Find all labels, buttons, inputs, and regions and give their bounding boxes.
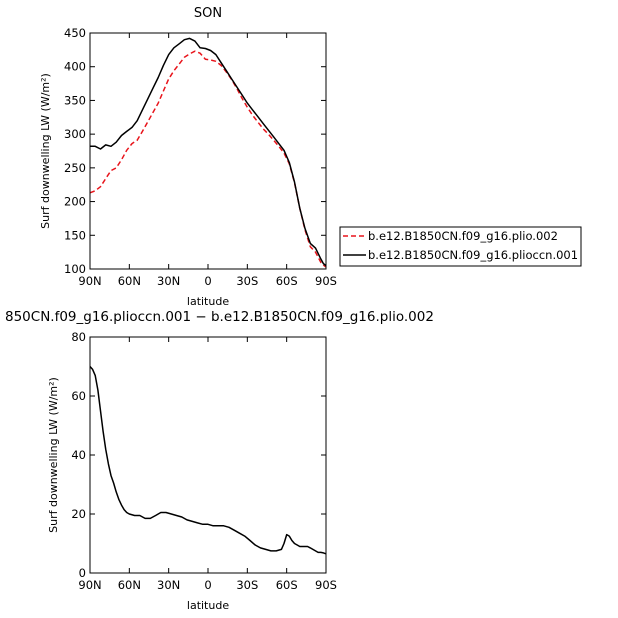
top-x-tick-label: 0	[204, 274, 211, 288]
top-series-line-0	[89, 50, 327, 268]
legend-label-plio: b.e12.B1850CN.f09_g16.plio.002	[368, 229, 558, 243]
top-x-tick-label: 30S	[236, 274, 258, 288]
top-x-ticks: 90N 60N 30N 0 30S 60S 90S	[78, 33, 337, 288]
top-x-tick-label: 90S	[315, 274, 337, 288]
top-series-line-1	[90, 37, 327, 267]
top-y-tick-label: 250	[64, 161, 86, 175]
bottom-panel: 850CN.f09_g16.plioccn.001 − b.e12.B1850C…	[5, 309, 434, 612]
top-x-tick-label: 60N	[118, 274, 141, 288]
bottom-x-axis-label: latitude	[187, 599, 229, 612]
top-y-tick-label: 400	[64, 60, 86, 74]
top-y-tick-label: 200	[64, 195, 86, 209]
bottom-y-axis-label: Surf downwelling LW (W/m²)	[47, 377, 60, 533]
top-y-axis-label: Surf downwelling LW (W/m²)	[39, 73, 52, 229]
bottom-x-tick-label: 30S	[236, 578, 258, 592]
top-x-tick-label: 30N	[157, 274, 180, 288]
top-y-tick-label: 150	[64, 228, 86, 242]
top-x-tick-label: 90N	[78, 274, 101, 288]
top-y-ticks: 100 150 200 250 300 350 400 450	[64, 26, 326, 276]
bottom-y-tick-label: 80	[71, 330, 86, 344]
bottom-y-tick-label: 20	[71, 507, 86, 521]
top-x-tick-label: 60S	[276, 274, 298, 288]
top-chart-title: SON	[194, 6, 222, 21]
bottom-x-tick-label: 0	[204, 578, 211, 592]
bottom-y-ticks: 0 20 40 60 80	[71, 330, 326, 580]
bottom-x-tick-label: 90S	[315, 578, 337, 592]
top-series-lines	[89, 37, 327, 268]
bottom-series-lines	[89, 365, 327, 555]
legend-label-plioccn: b.e12.B1850CN.f09_g16.plioccn.001	[368, 248, 578, 262]
bottom-x-tick-label: 60S	[276, 578, 298, 592]
legend-box	[339, 226, 582, 267]
bottom-x-tick-label: 60N	[118, 578, 141, 592]
bottom-x-tick-label: 90N	[78, 578, 101, 592]
top-y-tick-label: 300	[64, 127, 86, 141]
top-panel: SON 100 150 200 250 300 350 400 450 90N 60N 30N 0 3…	[39, 6, 582, 308]
bottom-chart-title: 850CN.f09_g16.plioccn.001 − b.e12.B1850C…	[5, 309, 434, 325]
bottom-x-tick-label: 30N	[157, 578, 180, 592]
legend: b.e12.B1850CN.f09_g16.plio.002 b.e12.B18…	[339, 226, 582, 267]
top-plot-frame	[89, 32, 327, 270]
bottom-y-tick-label: 0	[79, 566, 86, 580]
bottom-y-tick-label: 60	[71, 389, 86, 403]
top-y-tick-label: 350	[64, 93, 86, 107]
bottom-series-line-0	[89, 365, 327, 555]
top-y-tick-label: 100	[64, 262, 86, 276]
top-x-axis-label: latitude	[187, 295, 229, 308]
top-y-tick-label: 450	[64, 26, 86, 40]
bottom-x-ticks: 90N 60N 30N 0 30S 60S 90S	[78, 337, 337, 592]
bottom-y-tick-label: 40	[71, 448, 86, 462]
